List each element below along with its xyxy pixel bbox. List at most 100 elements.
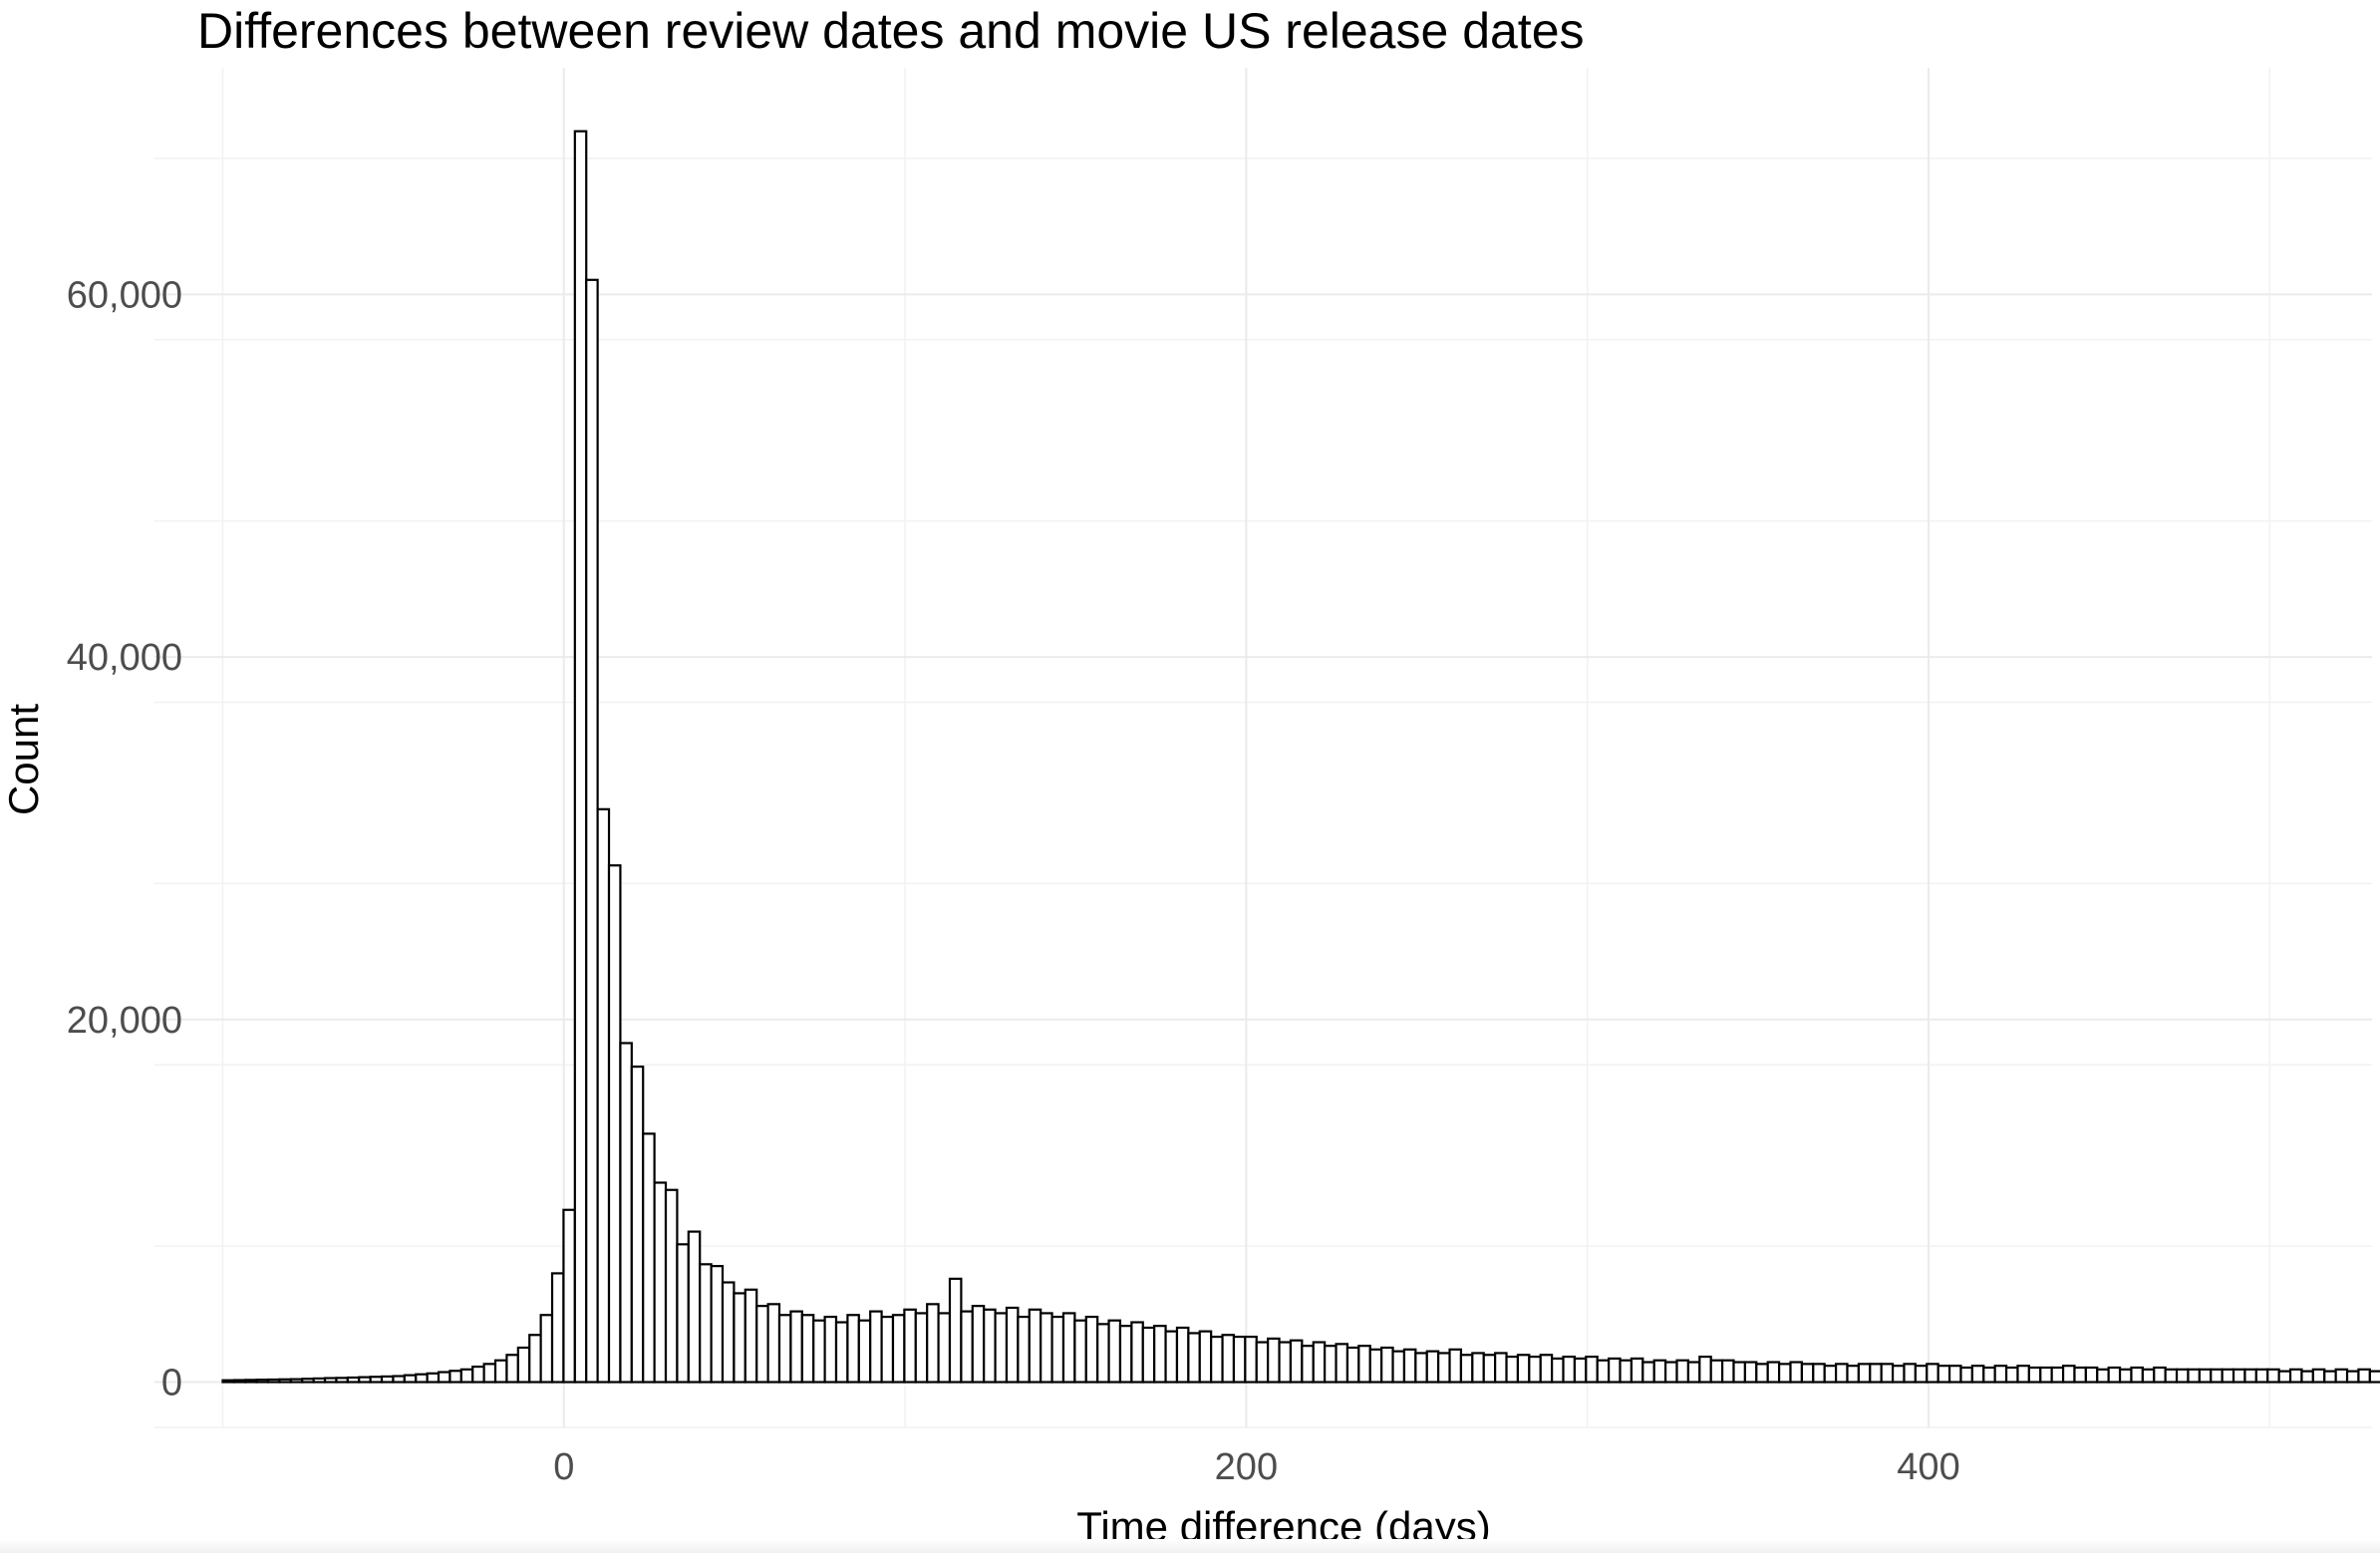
x-axis-ticks: 0 200 400 [553, 1446, 1960, 1488]
histogram-bar [1459, 1354, 1474, 1384]
histogram-bar [539, 1314, 554, 1384]
histogram-bar [1312, 1341, 1327, 1384]
histogram-bar [733, 1292, 746, 1384]
y-tick-label: 0 [161, 1363, 182, 1404]
histogram-bar [2175, 1368, 2190, 1384]
histogram-bar [1005, 1306, 1020, 1384]
histogram-bar [1345, 1346, 1360, 1384]
histogram-bar [459, 1368, 474, 1384]
histogram-bar [2141, 1368, 2156, 1384]
histogram-bar [1164, 1330, 1179, 1384]
histogram-bar [493, 1359, 508, 1384]
histogram-bar [2254, 1368, 2269, 1384]
histogram-bar [2243, 1368, 2257, 1384]
histogram-bar [266, 1378, 281, 1384]
histogram-bar [1187, 1332, 1201, 1384]
window-bottom-edge [0, 1539, 2380, 1553]
histogram-bar [2345, 1370, 2360, 1384]
histogram-bar [2039, 1366, 2053, 1384]
histogram-bar [2311, 1368, 2326, 1384]
histogram-bar [1743, 1361, 1758, 1384]
histogram-bar [607, 864, 622, 1384]
histogram-bar [301, 1378, 315, 1384]
x-tick-label: 200 [1215, 1446, 1278, 1488]
histogram-bar [1698, 1355, 1712, 1384]
histogram-bar [1380, 1346, 1394, 1384]
histogram-bar [1141, 1326, 1156, 1384]
histogram-bar [812, 1319, 826, 1384]
histogram-bar [562, 1208, 576, 1384]
histogram-bar [323, 1377, 338, 1384]
histogram-bar [403, 1374, 418, 1384]
histogram-bar [2368, 1370, 2380, 1384]
histogram-bar [2334, 1368, 2349, 1384]
histogram-bar [255, 1379, 270, 1384]
histogram-bar [335, 1377, 349, 1384]
histogram-bar [369, 1376, 384, 1384]
histogram-bar [1562, 1355, 1577, 1384]
histogram-bar [744, 1288, 758, 1384]
histogram-bar [1028, 1308, 1042, 1384]
histogram-bar [2231, 1368, 2246, 1384]
histogram-bar [2016, 1365, 2030, 1384]
histogram-bar [1130, 1321, 1144, 1384]
histogram-bar [573, 130, 588, 1384]
histogram-bar [1414, 1352, 1428, 1384]
histogram-bar [1959, 1366, 1973, 1384]
histogram-bar [1061, 1312, 1076, 1384]
histogram-bar [1630, 1357, 1644, 1384]
histogram-bar [1686, 1361, 1701, 1384]
histogram-bar [1709, 1359, 1724, 1384]
histogram-bar [880, 1315, 895, 1384]
histogram-bar [1778, 1363, 1792, 1384]
histogram-bar [653, 1181, 668, 1384]
histogram-bar [516, 1346, 531, 1384]
histogram-bar [1766, 1361, 1781, 1384]
y-tick-label: 60,000 [67, 274, 182, 316]
histogram-bar [1210, 1335, 1224, 1384]
histogram-bar [823, 1315, 838, 1384]
histogram-bar [1970, 1365, 1985, 1384]
histogram-bar [948, 1277, 963, 1384]
histogram-bar [1812, 1363, 1826, 1384]
histogram-bar [699, 1263, 713, 1384]
histogram-bar [1232, 1335, 1247, 1384]
y-tick-label: 20,000 [67, 1000, 182, 1042]
histogram-bar [1675, 1359, 1690, 1384]
histogram-bar [1539, 1354, 1554, 1384]
histogram-bar [1255, 1341, 1270, 1384]
histogram-bar [926, 1303, 940, 1384]
histogram-bar [1880, 1363, 1895, 1384]
histogram-bar [289, 1378, 304, 1384]
histogram-bar [1596, 1359, 1611, 1384]
histogram-bar [1278, 1341, 1293, 1384]
histogram-bar [2323, 1370, 2337, 1384]
histogram-bar [1050, 1315, 1065, 1384]
histogram-bar [392, 1375, 406, 1384]
histogram-bar [676, 1243, 690, 1384]
histogram-bar [1936, 1365, 1951, 1384]
histogram-bar [1641, 1361, 1655, 1384]
histogram-bar [505, 1354, 519, 1384]
histogram-bar [1482, 1354, 1497, 1384]
histogram-bar [710, 1265, 725, 1384]
histogram-bar [1357, 1345, 1371, 1384]
histogram-bar [1084, 1315, 1099, 1384]
histogram-bar [1664, 1361, 1678, 1384]
histogram-bar [448, 1370, 462, 1384]
histogram-bar [2118, 1368, 2133, 1384]
histogram-bar [664, 1188, 679, 1384]
histogram-bar [1118, 1325, 1133, 1384]
histogram-bar [789, 1310, 803, 1384]
histogram-bar [1335, 1343, 1349, 1384]
histogram-bar [1017, 1315, 1031, 1384]
histogram-bar [585, 278, 599, 1384]
histogram-bar [1652, 1359, 1667, 1384]
histogram-bar [1800, 1363, 1815, 1384]
histogram-bar [2187, 1368, 2201, 1384]
histogram-bar [596, 807, 611, 1384]
histogram-bar [2277, 1370, 2292, 1384]
histogram-bar [1926, 1363, 1939, 1384]
histogram-bar [914, 1312, 929, 1384]
